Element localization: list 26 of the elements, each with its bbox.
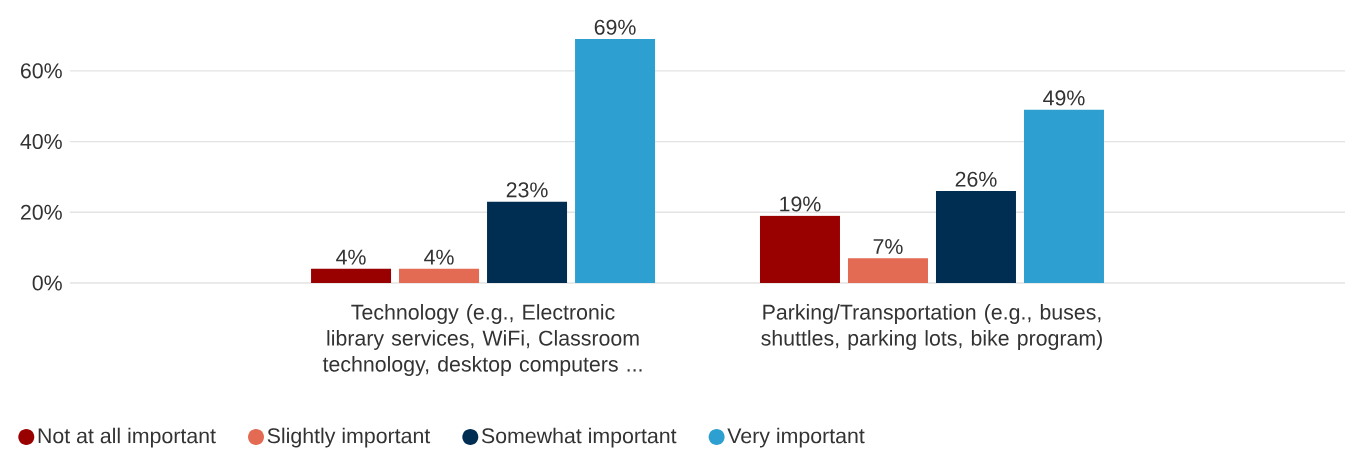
y-tick-label: 40% — [20, 134, 62, 150]
bar — [311, 269, 392, 284]
data-label: 69% — [594, 19, 636, 35]
legend-label: Not at all important — [38, 427, 216, 448]
y-tick-label: 0% — [32, 275, 62, 291]
bar — [487, 201, 568, 284]
x-tick-label: Parking/Transportation (e.g., buses, shuttles, parking lots, bike program) — [761, 304, 1102, 351]
data-label: 7% — [873, 239, 903, 255]
bar — [399, 269, 480, 284]
data-label: 23% — [506, 182, 548, 198]
bar — [1023, 109, 1104, 284]
bar — [575, 39, 656, 284]
data-label: 26% — [955, 171, 997, 187]
y-tick-label: 20% — [21, 204, 62, 220]
legend-label: Somewhat important — [481, 427, 677, 448]
data-label: 49% — [1043, 90, 1085, 106]
legend-label: Slightly important — [267, 427, 431, 448]
bar — [935, 191, 1016, 284]
bar — [759, 215, 840, 284]
data-label: 19% — [780, 196, 821, 212]
bar — [847, 258, 928, 284]
data-label: 4% — [424, 249, 454, 265]
legend-label: Very important — [727, 427, 865, 448]
data-label: 4% — [336, 249, 366, 265]
y-tick-label: 60% — [21, 63, 62, 79]
x-tick-label: Technology (e.g., Electronic library services, WiFi, Classroom technology, desktop computers ... — [322, 304, 642, 377]
